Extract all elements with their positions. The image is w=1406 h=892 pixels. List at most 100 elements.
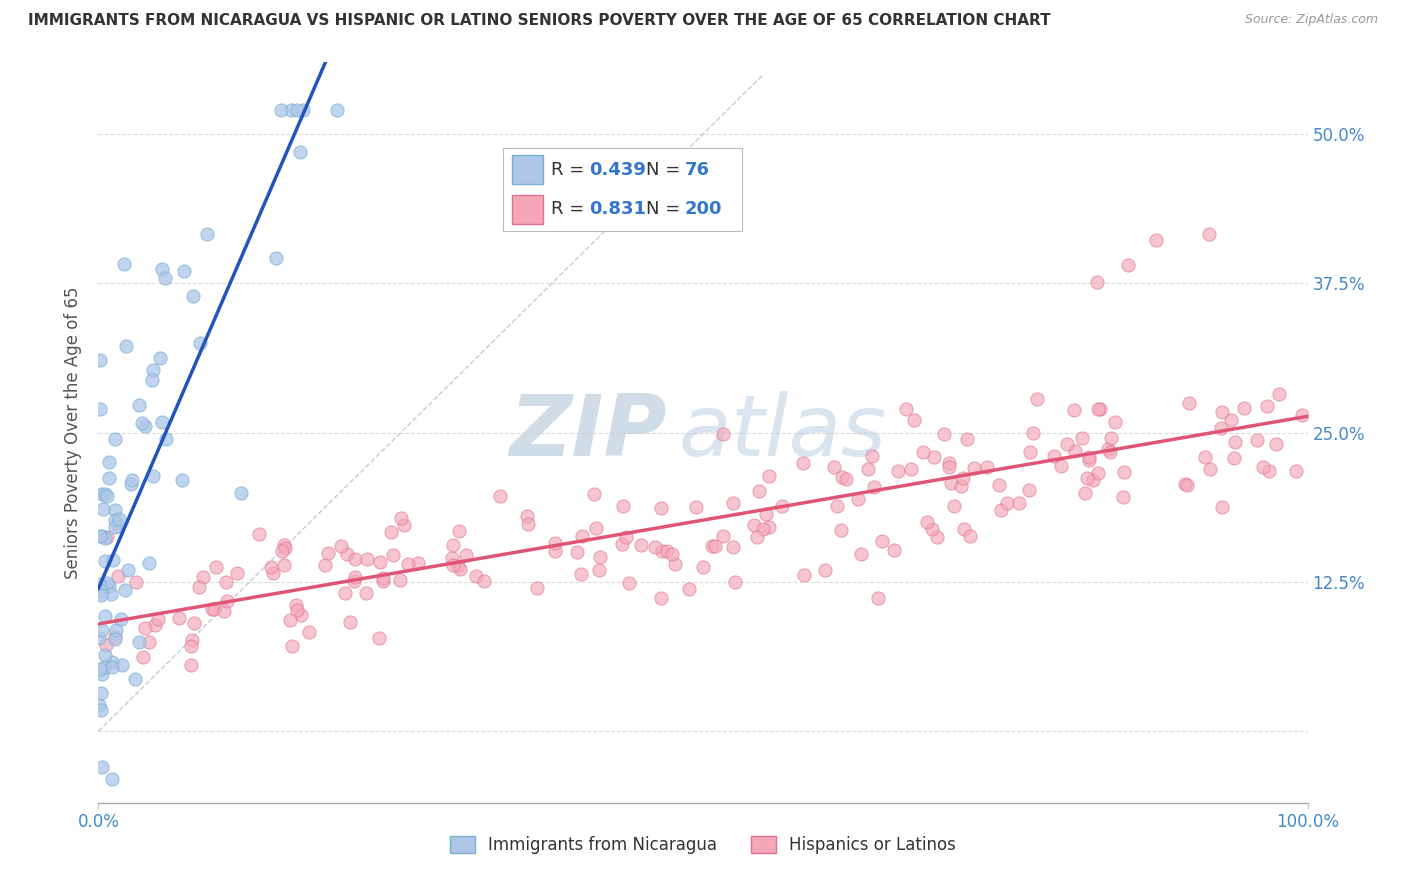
Point [94, 487, 117, 501]
Point [900, 461, 922, 475]
Point [181, 633, 204, 648]
Point [388, 573, 411, 587]
Y-axis label: Seniors Poverty Over the Age of 65: Seniors Poverty Over the Age of 65 [65, 286, 83, 579]
Point [148, 351, 170, 365]
Point [755, 507, 778, 521]
Point [1178, 395, 1201, 409]
Text: 0.439: 0.439 [589, 161, 645, 178]
Point [225, 566, 247, 581]
Point [941, 476, 963, 491]
Point [104, 630, 127, 644]
Point [273, 558, 295, 573]
Point [887, 464, 910, 478]
Point [443, 558, 465, 572]
FancyBboxPatch shape [512, 195, 543, 224]
Point [758, 469, 780, 483]
Point [343, 552, 366, 566]
Point [134, 621, 156, 635]
Point [380, 524, 402, 539]
Text: R =: R = [551, 161, 589, 178]
Point [111, 657, 134, 672]
Point [104, 513, 127, 527]
Point [724, 574, 747, 589]
Point [995, 496, 1018, 510]
Point [143, 618, 166, 632]
Point [1007, 496, 1029, 510]
Point [90, 703, 112, 717]
Point [87, 698, 110, 712]
Point [661, 547, 683, 561]
Point [1099, 431, 1122, 445]
Point [382, 548, 405, 562]
Point [155, 432, 177, 446]
Point [863, 480, 886, 494]
Point [217, 594, 239, 608]
Point [167, 611, 190, 625]
Point [188, 335, 211, 350]
FancyBboxPatch shape [512, 155, 543, 184]
Point [96, 576, 118, 591]
Point [1220, 413, 1243, 427]
Point [721, 541, 744, 555]
Point [150, 262, 173, 277]
Legend: Immigrants from Nicaragua, Hispanics or Latinos: Immigrants from Nicaragua, Hispanics or … [443, 830, 963, 861]
Point [290, 608, 312, 623]
Point [745, 530, 768, 544]
Point [987, 477, 1010, 491]
Point [883, 542, 905, 557]
Point [868, 591, 890, 606]
Point [371, 571, 394, 585]
Point [330, 539, 353, 553]
Point [1223, 434, 1246, 449]
Point [339, 615, 361, 629]
Point [1291, 408, 1313, 422]
Point [108, 512, 131, 526]
Point [115, 339, 138, 353]
Point [1223, 451, 1246, 466]
Point [406, 556, 429, 570]
Point [825, 500, 848, 514]
Point [949, 479, 972, 493]
Point [956, 432, 979, 446]
Point [650, 591, 672, 605]
Point [544, 536, 567, 550]
Point [953, 522, 976, 536]
Point [1209, 420, 1232, 434]
Point [614, 530, 637, 544]
Point [316, 546, 339, 560]
Point [96, 489, 118, 503]
Point [711, 529, 734, 543]
Point [89, 631, 111, 645]
Point [284, 598, 307, 612]
Point [100, 772, 122, 786]
Point [793, 568, 815, 582]
Text: N =: N = [647, 161, 686, 178]
Point [212, 603, 235, 617]
Point [94, 532, 117, 546]
Text: atlas: atlas [679, 391, 887, 475]
Point [1018, 445, 1040, 459]
Point [104, 520, 127, 534]
Point [952, 471, 974, 485]
Point [146, 612, 169, 626]
Point [700, 539, 723, 553]
Point [285, 603, 308, 617]
Point [96, 639, 118, 653]
Point [823, 460, 845, 475]
Point [932, 426, 955, 441]
Point [262, 566, 284, 581]
Point [392, 518, 415, 533]
Point [229, 486, 252, 500]
Point [128, 398, 150, 412]
Point [281, 640, 304, 654]
Point [201, 602, 224, 616]
Point [1070, 431, 1092, 445]
Point [915, 515, 938, 529]
Point [368, 555, 391, 569]
Point [90, 584, 112, 599]
Point [314, 558, 336, 573]
Point [1043, 449, 1066, 463]
Point [664, 557, 686, 571]
Point [1211, 500, 1233, 514]
Text: 76: 76 [685, 161, 710, 178]
